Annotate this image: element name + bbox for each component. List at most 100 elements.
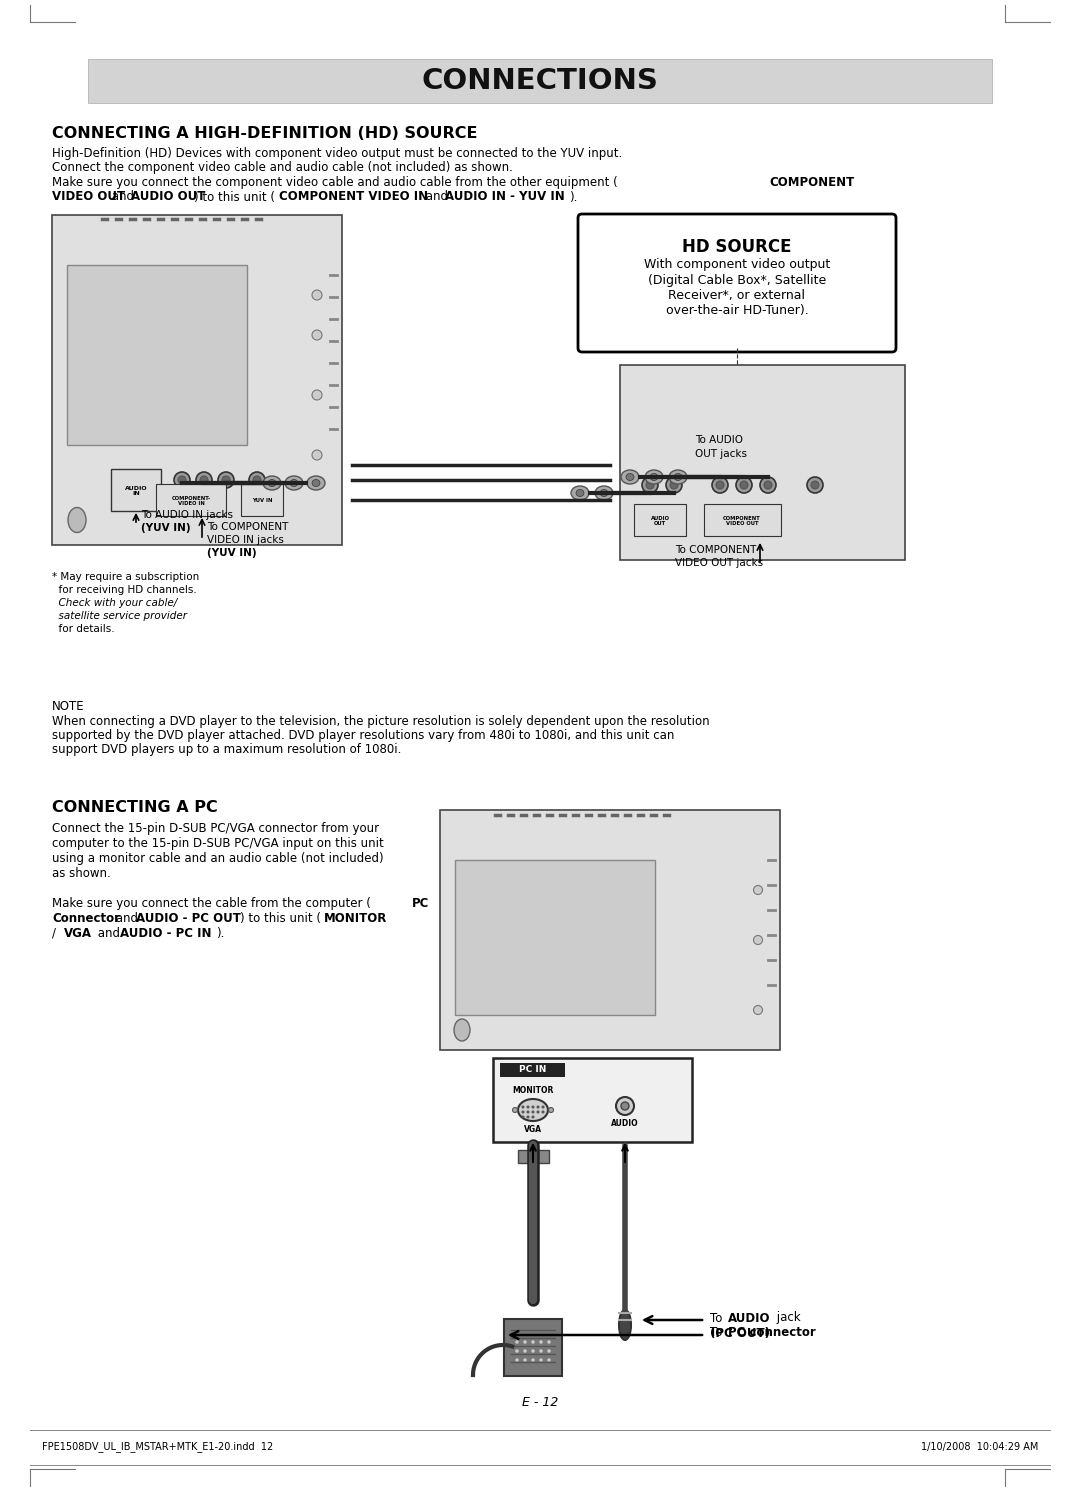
Ellipse shape <box>178 476 186 485</box>
Ellipse shape <box>645 470 663 485</box>
Text: To COMPONENT: To COMPONENT <box>207 522 288 532</box>
FancyBboxPatch shape <box>455 860 654 1015</box>
Ellipse shape <box>571 486 589 499</box>
Ellipse shape <box>549 1108 554 1112</box>
Ellipse shape <box>669 470 687 485</box>
Ellipse shape <box>312 391 322 400</box>
Text: To AUDIO IN jacks: To AUDIO IN jacks <box>141 510 233 520</box>
Ellipse shape <box>754 886 762 895</box>
Ellipse shape <box>811 482 819 489</box>
Text: CONNECTIONS: CONNECTIONS <box>421 67 659 95</box>
Ellipse shape <box>515 1349 518 1352</box>
Text: PC connector: PC connector <box>728 1327 815 1339</box>
Ellipse shape <box>195 473 212 488</box>
Ellipse shape <box>740 482 748 489</box>
Ellipse shape <box>200 476 208 485</box>
FancyBboxPatch shape <box>620 365 905 561</box>
Text: CONNECTING A HIGH-DEFINITION (HD) SOURCE: CONNECTING A HIGH-DEFINITION (HD) SOURCE <box>52 127 477 142</box>
Text: and: and <box>94 927 124 939</box>
Ellipse shape <box>515 1340 518 1343</box>
Ellipse shape <box>222 476 230 485</box>
Text: (PC OUT): (PC OUT) <box>710 1327 770 1339</box>
Ellipse shape <box>716 482 724 489</box>
Text: VIDEO OUT jacks: VIDEO OUT jacks <box>675 558 764 568</box>
Ellipse shape <box>576 489 584 497</box>
Text: When connecting a DVD player to the television, the picture resolution is solely: When connecting a DVD player to the tele… <box>52 716 710 728</box>
Ellipse shape <box>642 477 658 494</box>
Ellipse shape <box>616 1097 634 1115</box>
Ellipse shape <box>518 1099 548 1121</box>
Ellipse shape <box>540 1349 542 1352</box>
Text: COMPONENT-
VIDEO IN: COMPONENT- VIDEO IN <box>172 495 211 507</box>
Text: Connector: Connector <box>52 912 120 924</box>
Ellipse shape <box>542 1106 544 1108</box>
Ellipse shape <box>285 476 303 491</box>
Ellipse shape <box>650 474 658 480</box>
Ellipse shape <box>268 480 276 486</box>
FancyBboxPatch shape <box>504 1320 562 1376</box>
Ellipse shape <box>531 1358 535 1361</box>
Text: AUDIO: AUDIO <box>728 1312 770 1324</box>
Text: AUDIO IN - YUV IN: AUDIO IN - YUV IN <box>445 191 565 203</box>
Text: Check with your cable/: Check with your cable/ <box>52 598 177 608</box>
Text: FPE1508DV_UL_IB_MSTAR+MTK_E1-20.indd  12: FPE1508DV_UL_IB_MSTAR+MTK_E1-20.indd 12 <box>42 1442 273 1452</box>
Ellipse shape <box>522 1111 524 1114</box>
Text: /: / <box>52 927 59 939</box>
Text: E - 12: E - 12 <box>522 1396 558 1409</box>
Text: To AUDIO: To AUDIO <box>696 435 743 444</box>
Ellipse shape <box>548 1340 551 1343</box>
Text: AUDIO
IN: AUDIO IN <box>124 486 147 497</box>
Ellipse shape <box>531 1340 535 1343</box>
Text: ) to this unit (: ) to this unit ( <box>194 191 275 203</box>
FancyBboxPatch shape <box>500 1063 565 1077</box>
Ellipse shape <box>264 476 281 491</box>
Text: MONITOR: MONITOR <box>512 1085 554 1094</box>
Ellipse shape <box>646 482 654 489</box>
Text: OUT jacks: OUT jacks <box>696 449 747 459</box>
Text: Receiver*, or external: Receiver*, or external <box>669 289 806 303</box>
Text: CONNECTING A PC: CONNECTING A PC <box>52 801 218 816</box>
Ellipse shape <box>522 1106 524 1108</box>
Ellipse shape <box>249 473 265 488</box>
Ellipse shape <box>513 1108 517 1112</box>
Text: Connect the 15-pin D-SUB PC/VGA connector from your: Connect the 15-pin D-SUB PC/VGA connecto… <box>52 822 379 835</box>
Text: satellite service provider: satellite service provider <box>52 611 187 620</box>
Ellipse shape <box>670 482 678 489</box>
Ellipse shape <box>754 935 762 944</box>
Text: NOTE: NOTE <box>52 699 84 713</box>
Text: (YUV IN): (YUV IN) <box>141 523 191 532</box>
FancyBboxPatch shape <box>111 470 161 511</box>
Ellipse shape <box>531 1111 535 1114</box>
Ellipse shape <box>312 330 322 340</box>
Ellipse shape <box>540 1340 542 1343</box>
Ellipse shape <box>531 1106 535 1108</box>
Ellipse shape <box>764 482 772 489</box>
Text: ).: ). <box>216 927 225 939</box>
FancyBboxPatch shape <box>634 504 686 535</box>
Text: supported by the DVD player attached. DVD player resolutions vary from 480i to 1: supported by the DVD player attached. DV… <box>52 729 674 743</box>
Ellipse shape <box>312 450 322 461</box>
Text: jack: jack <box>773 1312 800 1324</box>
FancyBboxPatch shape <box>578 215 896 352</box>
Text: COMPONENT
VIDEO OUT: COMPONENT VIDEO OUT <box>724 516 761 526</box>
Ellipse shape <box>537 1106 539 1108</box>
Text: PC: PC <box>411 898 430 910</box>
Text: With component video output: With component video output <box>644 258 831 271</box>
FancyBboxPatch shape <box>87 60 993 103</box>
Text: To COMPONENT: To COMPONENT <box>675 546 756 555</box>
Ellipse shape <box>524 1340 527 1343</box>
Text: HD SOURCE: HD SOURCE <box>683 239 792 256</box>
Ellipse shape <box>626 474 634 480</box>
Text: AUDIO: AUDIO <box>611 1120 638 1129</box>
Ellipse shape <box>712 477 728 494</box>
Text: ).: ). <box>569 191 578 203</box>
Text: (Digital Cable Box*, Satellite: (Digital Cable Box*, Satellite <box>648 274 826 286</box>
Ellipse shape <box>218 473 234 488</box>
FancyBboxPatch shape <box>52 215 342 546</box>
Text: VIDEO OUT: VIDEO OUT <box>52 191 125 203</box>
Text: AUDIO OUT: AUDIO OUT <box>131 191 205 203</box>
Ellipse shape <box>754 1005 762 1014</box>
Text: COMPONENT VIDEO IN: COMPONENT VIDEO IN <box>279 191 428 203</box>
Ellipse shape <box>548 1349 551 1352</box>
Ellipse shape <box>735 477 752 494</box>
